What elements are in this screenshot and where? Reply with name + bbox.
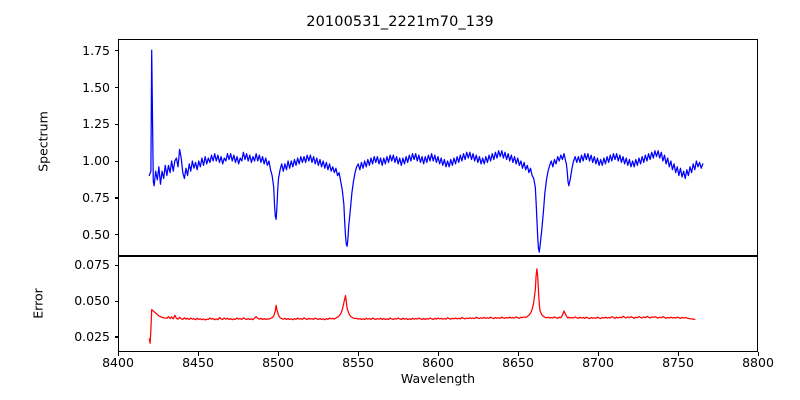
error-panel xyxy=(118,256,758,352)
y-tick-mark xyxy=(114,336,118,338)
x-tick-label: 8500 xyxy=(262,355,294,370)
x-tick-mark xyxy=(357,352,359,356)
y-tick-mark xyxy=(114,123,118,125)
spectrum-y-axis-label: Spectrum xyxy=(35,111,51,172)
y-tick-label: 1.25 xyxy=(82,116,110,132)
y-tick-mark xyxy=(114,50,118,52)
error-data-line xyxy=(149,269,694,343)
y-tick-mark xyxy=(114,264,118,266)
x-tick-mark xyxy=(277,352,279,356)
y-tick-label: 0.75 xyxy=(82,189,110,205)
x-axis-label: Wavelength xyxy=(400,371,476,386)
x-tick-mark xyxy=(517,352,519,356)
y-tick-label: 0.50 xyxy=(82,226,110,242)
y-tick-label: 1.00 xyxy=(82,153,110,169)
x-tick-mark xyxy=(117,352,119,356)
spectrum-plot-area xyxy=(119,40,757,255)
x-tick-mark xyxy=(197,352,199,356)
x-tick-label: 8450 xyxy=(182,355,214,370)
x-tick-label: 8800 xyxy=(742,355,774,370)
x-tick-label: 8700 xyxy=(582,355,614,370)
x-tick-label: 8550 xyxy=(342,355,374,370)
y-tick-mark xyxy=(114,300,118,302)
y-tick-label: 1.50 xyxy=(82,79,110,95)
x-tick-mark xyxy=(437,352,439,356)
y-tick-label: 0.075 xyxy=(74,257,110,273)
y-tick-mark xyxy=(114,197,118,199)
y-tick-mark xyxy=(114,87,118,89)
x-tick-mark xyxy=(757,352,759,356)
y-tick-mark xyxy=(114,160,118,162)
error-y-axis-label: Error xyxy=(30,288,46,319)
x-tick-label: 8600 xyxy=(422,355,454,370)
y-tick-label: 0.050 xyxy=(74,293,110,309)
spectrum-panel xyxy=(118,39,758,256)
figure-title: 20100531_2221m70_139 xyxy=(306,14,494,30)
x-tick-label: 8650 xyxy=(502,355,534,370)
spectrum-data-line xyxy=(149,50,702,252)
error-plot-area xyxy=(119,257,757,351)
x-tick-label: 8400 xyxy=(102,355,134,370)
x-tick-mark xyxy=(597,352,599,356)
y-tick-mark xyxy=(114,234,118,236)
y-tick-label: 0.025 xyxy=(74,328,110,344)
x-tick-label: 8750 xyxy=(662,355,694,370)
x-tick-mark xyxy=(677,352,679,356)
y-tick-label: 1.75 xyxy=(82,42,110,58)
